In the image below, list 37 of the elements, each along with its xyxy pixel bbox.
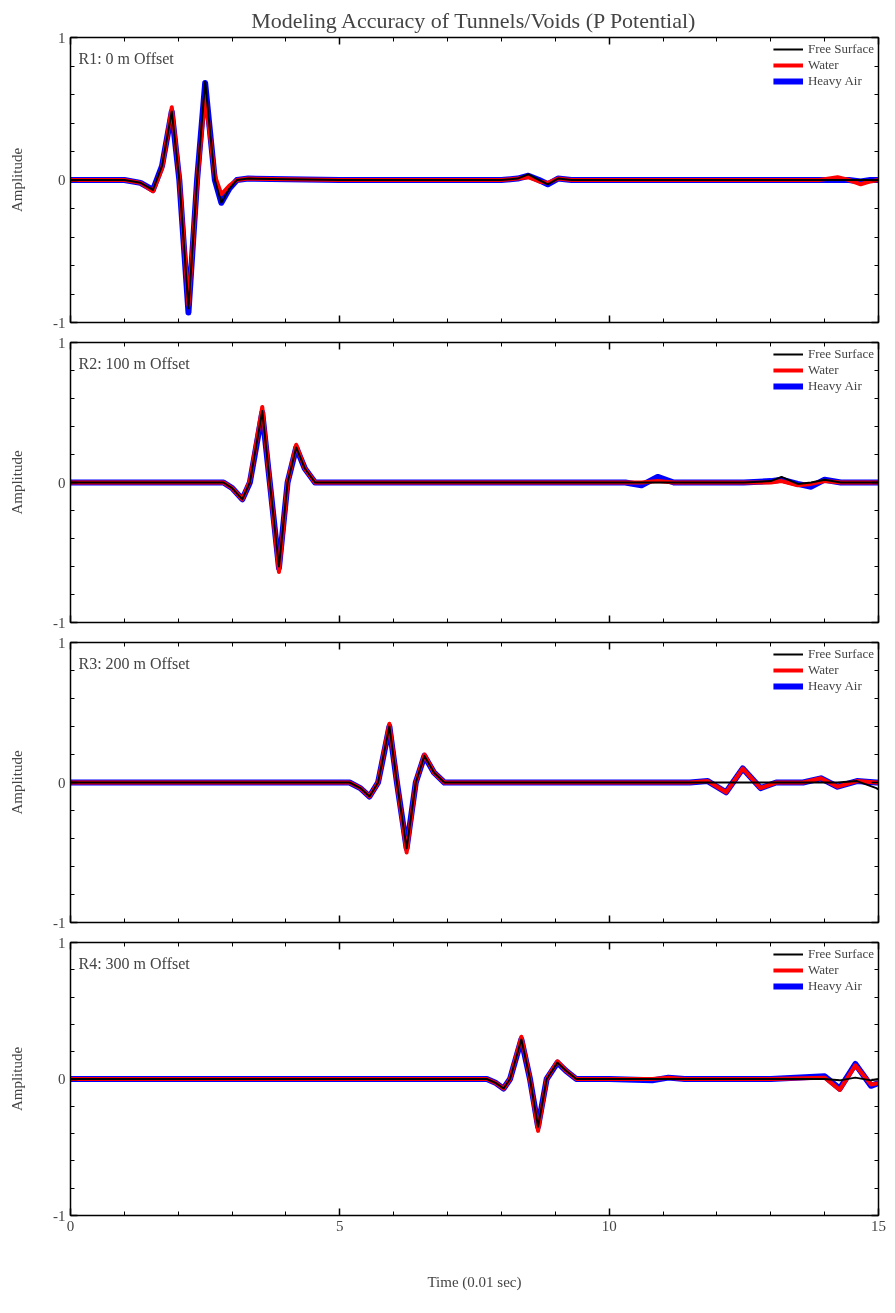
annotation: R2: 100 m Offset (78, 354, 191, 372)
legend-label: Heavy Air (807, 73, 862, 89)
legend-label: Free Surface (807, 346, 874, 362)
y-tick-label: 0 (58, 1071, 66, 1087)
y-tick-label: 1 (58, 634, 66, 651)
x-tick-label: 15 (871, 1217, 886, 1234)
y-tick-label: 0 (58, 774, 66, 791)
y-tick-label: 0 (58, 172, 66, 188)
y-tick-label: 0 (58, 474, 66, 491)
y-axis-title: Amplitude (9, 750, 25, 815)
annotation: R4: 300 m Offset (78, 954, 191, 972)
y-tick-label: -1 (53, 614, 66, 631)
legend-label: Water (807, 662, 839, 678)
x-tick-label: 10 (601, 1217, 617, 1234)
legend-label: Heavy Air (807, 978, 862, 994)
annotation: R3: 200 m Offset (78, 654, 191, 672)
y-axis-title: Amplitude (9, 1046, 25, 1112)
y-axis-title: Amplitude (9, 147, 25, 213)
legend-label: Free Surface (807, 946, 874, 962)
legend-label: Free Surface (807, 41, 874, 57)
y-tick-label: 1 (58, 29, 66, 46)
y-tick-label: 1 (58, 334, 66, 351)
x-tick-label: 5 (336, 1217, 344, 1234)
chart-title: Modeling Accuracy of Tunnels/Voids (P Potential) (251, 7, 696, 33)
legend-label: Water (807, 362, 839, 378)
annotation: R1: 0 m Offset (78, 49, 175, 67)
legend-label: Water (807, 57, 839, 73)
y-tick-label: -1 (53, 914, 66, 931)
legend-label: Heavy Air (807, 378, 862, 394)
y-tick-label: 1 (58, 934, 66, 951)
x-axis-title: Time (0.01 sec) (427, 1273, 522, 1291)
y-tick-label: -1 (53, 314, 66, 331)
legend-label: Heavy Air (807, 678, 862, 694)
y-axis-title: Amplitude (9, 450, 25, 515)
y-tick-label: -1 (53, 1207, 66, 1224)
legend-label: Water (807, 962, 839, 978)
legend-label: Free Surface (807, 646, 874, 662)
